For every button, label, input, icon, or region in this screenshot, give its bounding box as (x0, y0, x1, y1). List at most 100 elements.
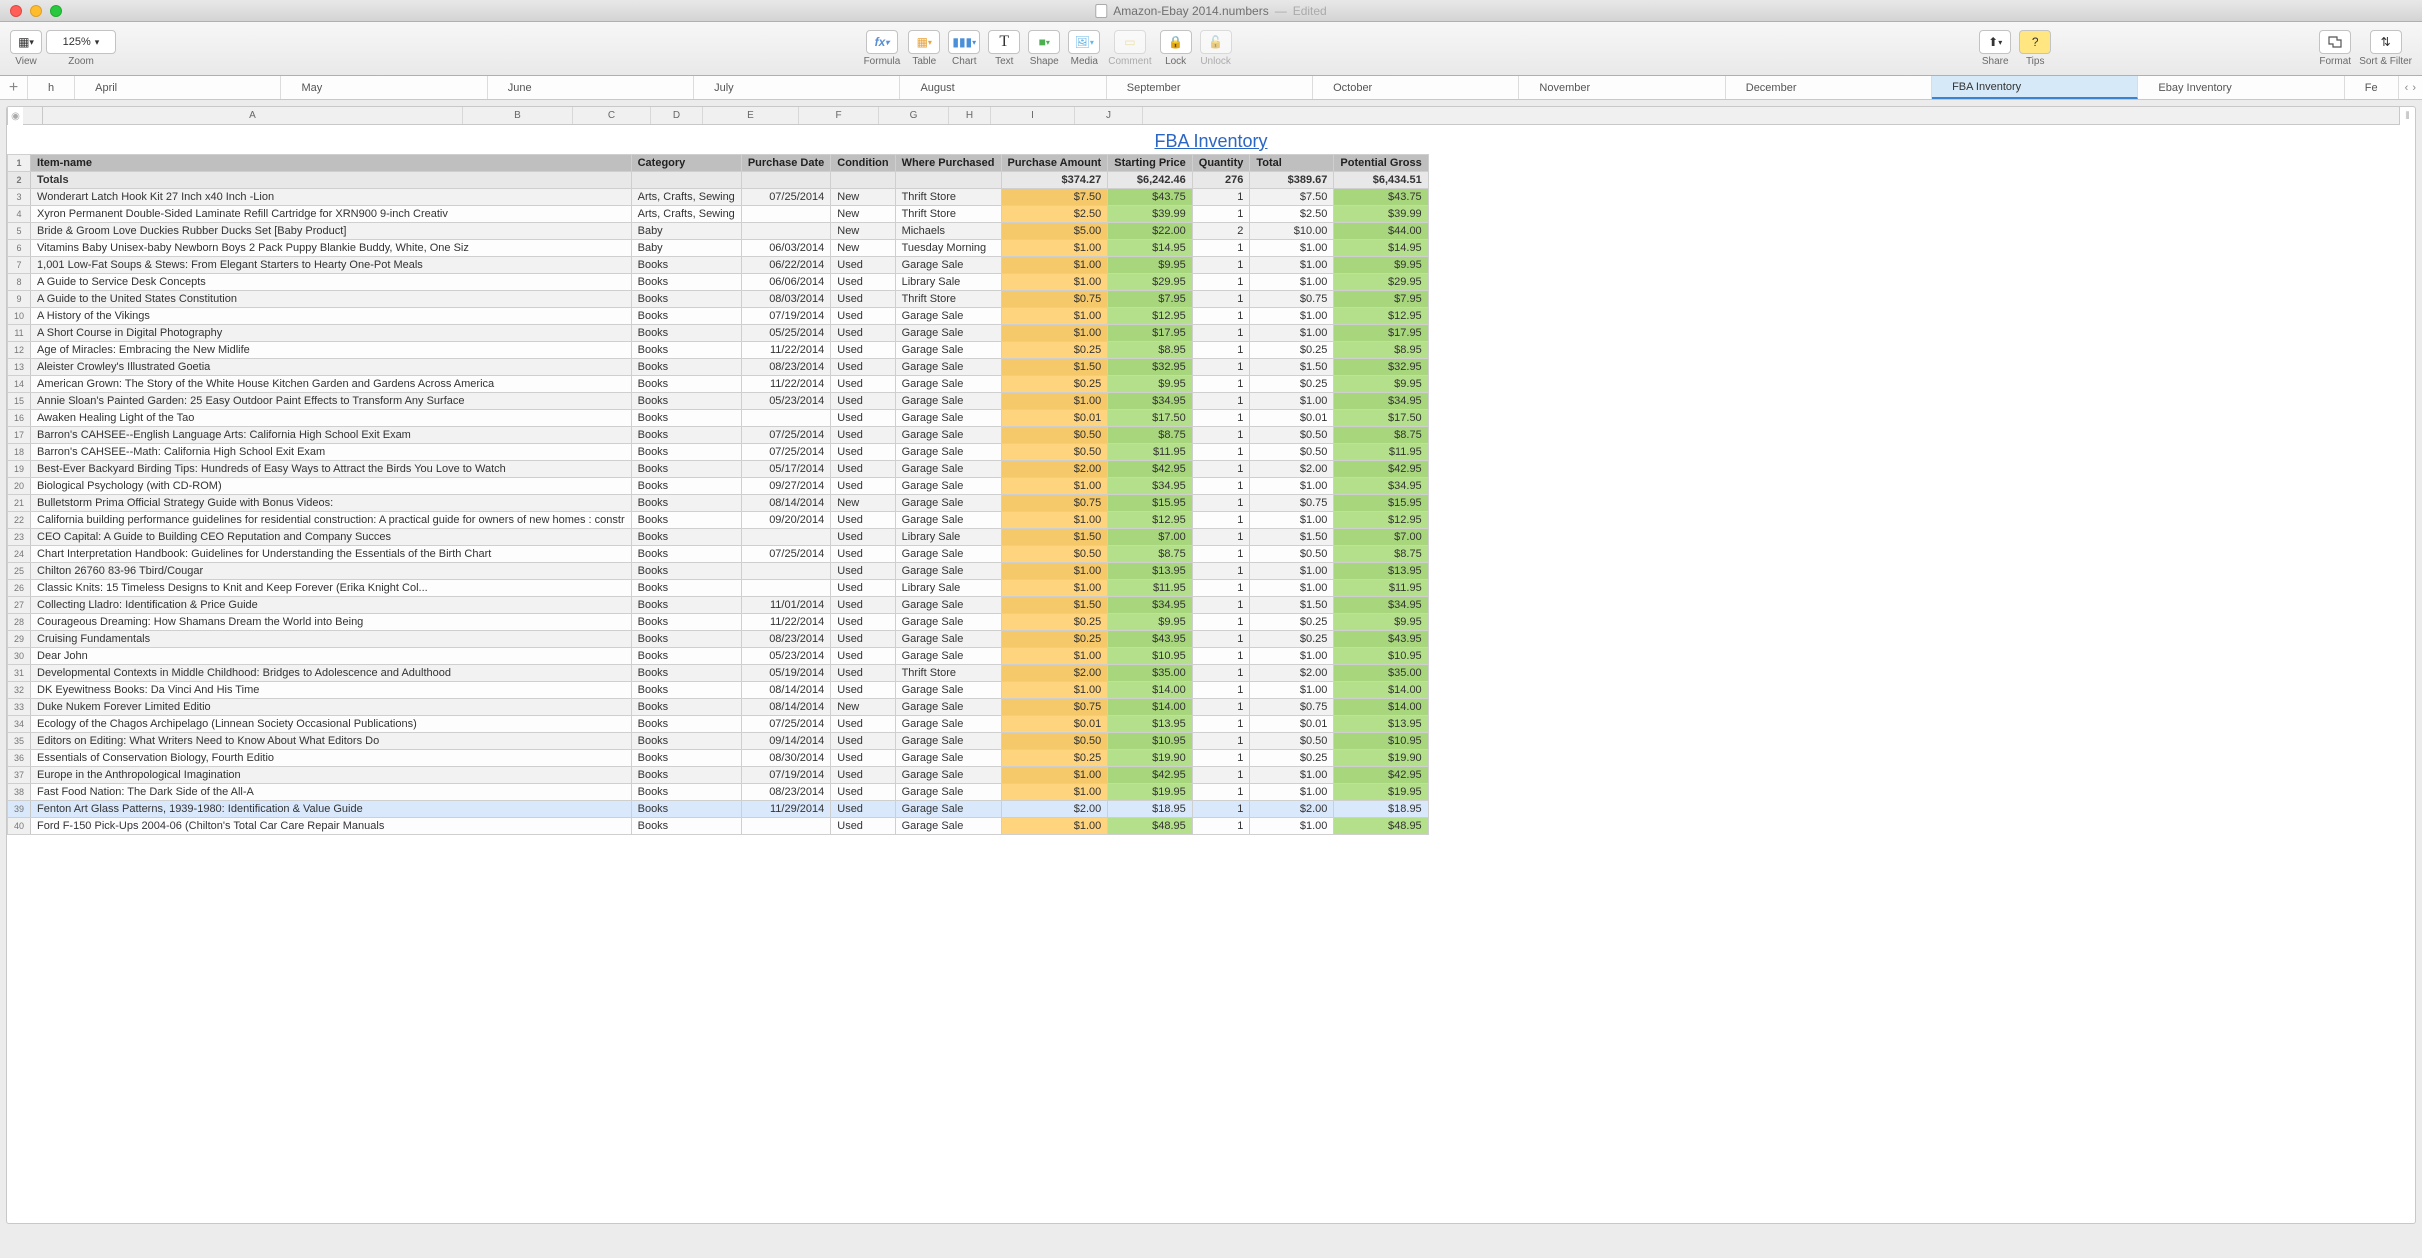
cell-item-name[interactable]: Vitamins Baby Unisex-baby Newborn Boys 2… (31, 240, 632, 257)
row-header[interactable]: 12 (8, 342, 31, 359)
close-window-button[interactable] (10, 5, 22, 17)
row-header[interactable]: 24 (8, 546, 31, 563)
cell-condition[interactable]: Used (831, 580, 895, 597)
cell-item-name[interactable]: Wonderart Latch Hook Kit 27 Inch x40 Inc… (31, 189, 632, 206)
header-starting-price[interactable]: Starting Price (1108, 155, 1193, 172)
cell-total[interactable]: $7.50 (1250, 189, 1334, 206)
header-gross[interactable]: Potential Gross (1334, 155, 1428, 172)
cell-date[interactable]: 09/14/2014 (741, 733, 830, 750)
cell-start-price[interactable]: $7.95 (1108, 291, 1193, 308)
cell-amount[interactable]: $0.75 (1001, 495, 1108, 512)
cell-total[interactable]: $2.50 (1250, 206, 1334, 223)
cell-amount[interactable]: $1.00 (1001, 767, 1108, 784)
cell-category[interactable]: Books (631, 818, 741, 835)
cell-total[interactable]: $0.75 (1250, 699, 1334, 716)
cell-item-name[interactable]: Age of Miracles: Embracing the New Midli… (31, 342, 632, 359)
row-header[interactable]: 31 (8, 665, 31, 682)
table-button[interactable]: ▦▾ (908, 30, 940, 54)
cell-total[interactable]: $2.00 (1250, 665, 1334, 682)
cell-date[interactable]: 06/03/2014 (741, 240, 830, 257)
cell-date[interactable]: 07/25/2014 (741, 546, 830, 563)
cell-start-price[interactable]: $29.95 (1108, 274, 1193, 291)
row-header[interactable]: 20 (8, 478, 31, 495)
cell-item-name[interactable]: Bulletstorm Prima Official Strategy Guid… (31, 495, 632, 512)
cell-item-name[interactable]: Classic Knits: 15 Timeless Designs to Kn… (31, 580, 632, 597)
cell-where[interactable]: Garage Sale (895, 767, 1001, 784)
cell-category[interactable]: Books (631, 597, 741, 614)
cell-where[interactable]: Garage Sale (895, 308, 1001, 325)
cell-gross[interactable]: $43.95 (1334, 631, 1428, 648)
cell-category[interactable]: Books (631, 512, 741, 529)
cell-where[interactable]: Garage Sale (895, 410, 1001, 427)
cell-total[interactable]: $0.01 (1250, 410, 1334, 427)
cell-qty[interactable]: 1 (1192, 376, 1250, 393)
cell-start-price[interactable]: $34.95 (1108, 597, 1193, 614)
totals-total[interactable]: $389.67 (1250, 172, 1334, 189)
sheet-tab[interactable]: November (1519, 76, 1725, 99)
cell-qty[interactable]: 1 (1192, 784, 1250, 801)
cell-start-price[interactable]: $14.00 (1108, 699, 1193, 716)
cell-gross[interactable]: $19.90 (1334, 750, 1428, 767)
cell-date[interactable]: 11/22/2014 (741, 376, 830, 393)
cell-amount[interactable]: $1.00 (1001, 325, 1108, 342)
col-header-D[interactable]: D (651, 107, 703, 124)
cell-where[interactable]: Garage Sale (895, 563, 1001, 580)
cell-condition[interactable]: Used (831, 393, 895, 410)
cell-amount[interactable]: $1.00 (1001, 512, 1108, 529)
col-header-H[interactable]: H (949, 107, 991, 124)
cell-condition[interactable]: Used (831, 359, 895, 376)
cell-total[interactable]: $1.00 (1250, 478, 1334, 495)
media-button[interactable]: 🖼▾ (1068, 30, 1100, 54)
cell-date[interactable]: 07/25/2014 (741, 716, 830, 733)
cell-gross[interactable]: $14.95 (1334, 240, 1428, 257)
sheet-tab[interactable]: August (900, 76, 1106, 99)
cell-date[interactable]: 08/14/2014 (741, 699, 830, 716)
cell-total[interactable]: $2.00 (1250, 461, 1334, 478)
cell-date[interactable]: 08/14/2014 (741, 682, 830, 699)
cell-total[interactable]: $1.00 (1250, 325, 1334, 342)
cell-qty[interactable]: 1 (1192, 767, 1250, 784)
cell-start-price[interactable]: $9.95 (1108, 257, 1193, 274)
cell-gross[interactable]: $35.00 (1334, 665, 1428, 682)
row-header[interactable]: 36 (8, 750, 31, 767)
row-header[interactable]: 10 (8, 308, 31, 325)
cell-condition[interactable]: Used (831, 733, 895, 750)
cell-condition[interactable]: Used (831, 614, 895, 631)
cell-gross[interactable]: $9.95 (1334, 257, 1428, 274)
row-header[interactable]: 16 (8, 410, 31, 427)
cell-amount[interactable]: $1.00 (1001, 784, 1108, 801)
cell-total[interactable]: $1.00 (1250, 648, 1334, 665)
cell-qty[interactable]: 1 (1192, 512, 1250, 529)
cell-item-name[interactable]: Dear John (31, 648, 632, 665)
cell-qty[interactable]: 1 (1192, 257, 1250, 274)
row-header[interactable]: 4 (8, 206, 31, 223)
cell-amount[interactable]: $0.25 (1001, 376, 1108, 393)
cell-total[interactable]: $1.00 (1250, 784, 1334, 801)
cell-category[interactable]: Books (631, 427, 741, 444)
cell-category[interactable]: Books (631, 410, 741, 427)
cell-total[interactable]: $1.50 (1250, 597, 1334, 614)
table-title[interactable]: FBA Inventory (7, 125, 2415, 154)
row-header-2[interactable]: 2 (8, 172, 31, 189)
cell-total[interactable]: $0.50 (1250, 546, 1334, 563)
cell-date[interactable]: 07/25/2014 (741, 427, 830, 444)
cell-category[interactable]: Books (631, 563, 741, 580)
cell-qty[interactable]: 1 (1192, 597, 1250, 614)
col-header-C[interactable]: C (573, 107, 651, 124)
row-header[interactable]: 37 (8, 767, 31, 784)
cell-condition[interactable]: Used (831, 818, 895, 835)
cell-gross[interactable]: $42.95 (1334, 461, 1428, 478)
cell-date[interactable]: 05/17/2014 (741, 461, 830, 478)
cell-total[interactable]: $1.00 (1250, 308, 1334, 325)
cell-total[interactable]: $0.25 (1250, 614, 1334, 631)
row-header[interactable]: 23 (8, 529, 31, 546)
cell-qty[interactable]: 1 (1192, 427, 1250, 444)
cell-amount[interactable]: $1.50 (1001, 359, 1108, 376)
cell-qty[interactable]: 1 (1192, 546, 1250, 563)
cell-amount[interactable]: $1.00 (1001, 563, 1108, 580)
cell-category[interactable]: Books (631, 342, 741, 359)
cell-start-price[interactable]: $42.95 (1108, 767, 1193, 784)
cell-qty[interactable]: 1 (1192, 274, 1250, 291)
cell-item-name[interactable]: Barron's CAHSEE--English Language Arts: … (31, 427, 632, 444)
cell-date[interactable]: 11/01/2014 (741, 597, 830, 614)
